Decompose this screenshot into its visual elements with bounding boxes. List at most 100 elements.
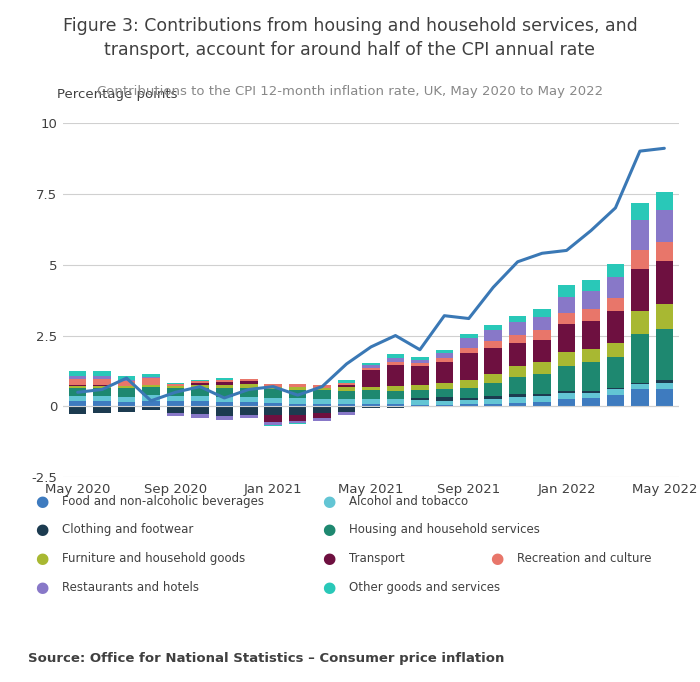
Bar <box>411 398 428 400</box>
Bar <box>314 406 331 413</box>
Bar <box>289 404 307 406</box>
Bar <box>509 366 526 377</box>
Bar <box>338 412 356 415</box>
Bar <box>216 388 233 396</box>
Bar <box>216 402 233 406</box>
Bar <box>69 385 87 386</box>
Text: ●: ● <box>490 551 503 566</box>
Bar <box>167 396 184 402</box>
Bar <box>411 390 428 398</box>
Bar <box>118 388 135 396</box>
Bar <box>631 311 649 334</box>
Bar <box>558 366 575 391</box>
Bar <box>533 309 551 317</box>
Bar <box>191 406 209 415</box>
Bar <box>338 380 356 383</box>
Bar <box>509 335 526 343</box>
Bar <box>93 406 111 413</box>
Bar <box>118 406 135 412</box>
Text: Source: Office for National Statistics – Consumer price inflation: Source: Office for National Statistics –… <box>28 652 505 665</box>
Bar <box>558 399 575 406</box>
Bar <box>240 415 258 418</box>
Bar <box>582 309 600 321</box>
Bar <box>607 297 624 311</box>
Bar <box>484 383 502 396</box>
Bar <box>93 396 111 402</box>
Text: ●: ● <box>35 522 48 537</box>
Bar <box>338 387 356 391</box>
Bar <box>558 394 575 399</box>
Text: ●: ● <box>322 551 335 566</box>
Bar <box>631 220 649 250</box>
Bar <box>338 404 356 406</box>
Text: ●: ● <box>322 580 335 595</box>
Bar <box>240 406 258 415</box>
Bar <box>435 358 453 361</box>
Bar <box>582 393 600 398</box>
Bar <box>118 376 135 380</box>
Bar <box>484 374 502 383</box>
Bar <box>435 389 453 398</box>
Bar <box>582 291 600 309</box>
Bar <box>240 381 258 385</box>
Bar <box>93 386 111 388</box>
Bar <box>509 403 526 406</box>
Bar <box>167 383 184 384</box>
Bar <box>386 404 404 406</box>
Bar <box>191 415 209 417</box>
Bar <box>314 413 331 418</box>
Bar <box>655 381 673 383</box>
Bar <box>338 400 356 404</box>
Bar <box>265 387 282 389</box>
Bar <box>69 386 87 388</box>
Bar <box>558 313 575 324</box>
Bar <box>118 380 135 381</box>
Bar <box>582 362 600 391</box>
Text: ●: ● <box>322 494 335 509</box>
Bar <box>558 297 575 313</box>
Bar <box>484 396 502 399</box>
Bar <box>289 390 307 398</box>
Bar <box>533 396 551 402</box>
Bar <box>142 385 160 387</box>
Bar <box>362 404 380 406</box>
Text: Restaurants and hotels: Restaurants and hotels <box>62 580 199 594</box>
Bar <box>191 388 209 396</box>
Bar <box>93 402 111 406</box>
Bar <box>411 385 428 390</box>
Bar <box>533 317 551 330</box>
Bar <box>142 387 160 396</box>
Text: Furniture and household goods: Furniture and household goods <box>62 552 245 565</box>
Bar <box>362 390 380 398</box>
Bar <box>362 368 380 370</box>
Bar <box>314 404 331 406</box>
Bar <box>484 330 502 341</box>
Bar <box>289 421 307 424</box>
Bar <box>655 304 673 329</box>
Bar <box>216 416 233 420</box>
Bar <box>484 325 502 330</box>
Bar <box>265 389 282 398</box>
Text: Alcohol and tobacco: Alcohol and tobacco <box>349 494 468 508</box>
Bar <box>265 385 282 387</box>
Bar <box>338 385 356 387</box>
Bar <box>582 349 600 362</box>
Bar <box>582 398 600 406</box>
Bar <box>362 387 380 390</box>
Bar <box>142 378 160 385</box>
Bar <box>386 354 404 358</box>
Bar <box>69 388 87 396</box>
Bar <box>142 396 160 401</box>
Bar <box>435 351 453 353</box>
Bar <box>607 357 624 388</box>
Bar <box>338 406 356 412</box>
Bar <box>167 406 184 413</box>
Bar <box>265 415 282 421</box>
Bar <box>533 330 551 340</box>
Bar <box>362 366 380 368</box>
Bar <box>655 389 673 406</box>
Text: Percentage points: Percentage points <box>57 89 177 102</box>
Bar <box>411 405 428 406</box>
Bar <box>240 396 258 402</box>
Bar <box>289 385 307 387</box>
